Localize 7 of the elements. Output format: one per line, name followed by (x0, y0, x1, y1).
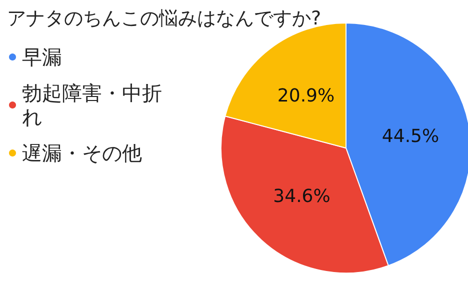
legend-label: 勃起障害・中折れ (22, 81, 162, 129)
data-label: 34.6% (273, 186, 330, 207)
legend-label: 早漏 (22, 45, 62, 69)
chart-title: アナタのちんこの悩みはなんですか? (7, 8, 322, 30)
legend-label: 遅漏・その他 (22, 141, 142, 165)
data-label: 44.5% (382, 126, 440, 148)
data-label: 20.9% (277, 86, 335, 107)
